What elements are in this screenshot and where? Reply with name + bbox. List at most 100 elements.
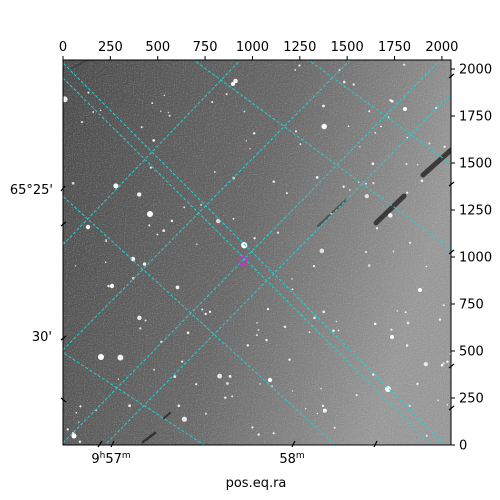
star — [225, 93, 228, 96]
world-tick-mark — [448, 363, 455, 369]
star — [78, 421, 80, 423]
grid-line — [192, 60, 451, 250]
x-tick-label: 250 — [98, 40, 123, 55]
star — [170, 219, 174, 223]
grid-line — [63, 62, 446, 445]
star — [322, 310, 326, 314]
star — [291, 278, 293, 280]
world-tick-mark — [448, 405, 455, 411]
star — [152, 139, 156, 142]
star — [437, 399, 439, 402]
star — [283, 325, 287, 329]
star — [259, 383, 261, 385]
x-tick-label: 1750 — [378, 40, 411, 55]
bright-star — [147, 211, 153, 217]
star — [446, 403, 449, 406]
star — [105, 239, 107, 241]
star — [144, 319, 147, 322]
star — [312, 265, 316, 268]
star — [380, 125, 382, 128]
star — [435, 106, 438, 110]
star — [139, 327, 142, 330]
bright-star — [85, 224, 91, 230]
star — [443, 145, 446, 148]
star — [368, 110, 371, 113]
star — [201, 308, 204, 311]
star — [375, 227, 379, 230]
star — [335, 320, 338, 323]
star — [416, 163, 419, 166]
star — [294, 68, 297, 71]
star — [408, 404, 411, 407]
star — [113, 183, 119, 189]
star — [409, 241, 412, 244]
star — [308, 331, 311, 333]
star — [428, 142, 431, 145]
world-tick-mark — [448, 181, 455, 187]
bright-star — [109, 283, 115, 289]
star — [316, 412, 319, 415]
star — [80, 121, 84, 124]
x-tick-label: 500 — [145, 40, 170, 55]
star — [374, 131, 377, 134]
satellite-trail — [316, 198, 348, 228]
star — [285, 192, 288, 195]
y-tick-label: 1250 — [459, 204, 492, 219]
star — [137, 192, 142, 197]
star — [253, 132, 256, 135]
x-tick-label: 0 — [59, 40, 67, 55]
star — [217, 373, 222, 379]
star — [392, 250, 395, 253]
x-pixel-ticks: 0 250 500 750 1000 1250 1500 1750 2000 — [59, 40, 458, 60]
star — [173, 375, 177, 378]
star — [204, 412, 207, 415]
y-tick-label: 2000 — [459, 63, 492, 78]
star — [228, 375, 232, 378]
star — [403, 63, 406, 66]
star — [243, 110, 246, 113]
world-tick-mark — [60, 335, 67, 341]
world-tick-mark — [110, 440, 115, 448]
star — [128, 404, 131, 408]
star — [226, 382, 229, 385]
star — [288, 358, 291, 361]
y-tick-label: 0 — [459, 439, 467, 454]
star — [349, 189, 351, 191]
star — [405, 163, 408, 165]
star — [148, 224, 151, 227]
star — [322, 408, 327, 413]
star — [299, 143, 302, 146]
star — [149, 166, 152, 169]
sky-image — [63, 60, 451, 445]
y-tick-label: 1750 — [459, 110, 492, 125]
star — [347, 125, 350, 128]
star — [396, 310, 399, 312]
star — [167, 111, 170, 114]
star — [372, 373, 375, 376]
star — [186, 331, 190, 334]
target-marker — [238, 256, 248, 266]
star — [181, 416, 187, 422]
star — [66, 428, 69, 431]
star — [330, 212, 332, 215]
star — [204, 312, 207, 316]
bright-star — [71, 433, 77, 439]
star — [224, 396, 227, 399]
star — [256, 321, 258, 324]
star — [315, 176, 319, 179]
grid-line — [63, 351, 206, 445]
world-tick-mark — [291, 440, 296, 448]
bright-star — [98, 354, 104, 360]
star — [196, 243, 198, 245]
star — [272, 432, 275, 435]
satellite-trail — [71, 60, 89, 69]
ra-tick-label-1: 58m — [279, 451, 304, 467]
bright-star — [231, 82, 235, 86]
grid-line — [307, 60, 451, 165]
dec-tick-label-1: 30' — [32, 330, 52, 345]
star — [321, 123, 327, 130]
star — [87, 91, 90, 94]
bright-star — [385, 386, 391, 392]
star — [163, 94, 166, 97]
y-tick-label: 250 — [459, 392, 484, 407]
